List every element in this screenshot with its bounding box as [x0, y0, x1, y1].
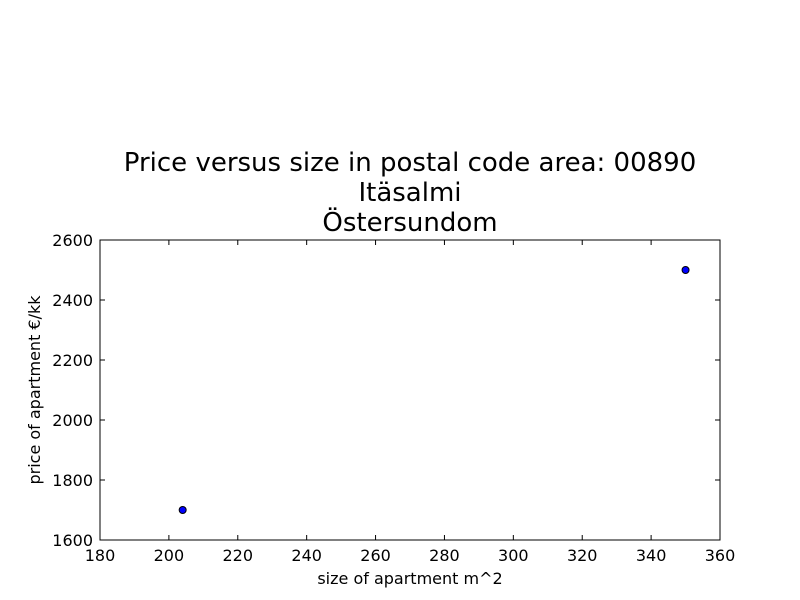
data-points [178, 266, 690, 514]
y-tick-label: 1800 [52, 471, 93, 490]
y-tick-label: 2000 [52, 411, 93, 430]
scatter-point [178, 506, 187, 514]
x-tick-label: 240 [291, 546, 322, 565]
x-tick-label: 360 [705, 546, 736, 565]
y-tick-label: 2400 [52, 291, 93, 310]
x-tick-label: 320 [567, 546, 598, 565]
x-tick-label: 300 [498, 546, 529, 565]
chart-title-line-3: Östersundom [322, 208, 498, 238]
x-tick-label: 340 [636, 546, 667, 565]
x-axis-label: size of apartment m^2 [317, 569, 502, 588]
chart-title-line-2: Itäsalmi [358, 178, 462, 208]
x-tick-label: 180 [85, 546, 116, 565]
y-tick-label: 1600 [52, 531, 93, 550]
x-tick-label: 220 [223, 546, 254, 565]
y-axis-label: price of apartment €/kk [25, 295, 44, 485]
chart-title-line-1: Price versus size in postal code area: 0… [123, 148, 697, 178]
axis-ticks: 180 200 220 240 260 280 300 320 340 360 1600 1800 20… [52, 231, 735, 565]
y-tick-label: 2200 [52, 351, 93, 370]
x-tick-label: 200 [154, 546, 185, 565]
scatter-point [681, 266, 690, 274]
y-tick-label: 2600 [52, 231, 93, 250]
plot-area-frame [99, 239, 721, 541]
x-tick-label: 280 [429, 546, 460, 565]
x-tick-label: 260 [360, 546, 391, 565]
